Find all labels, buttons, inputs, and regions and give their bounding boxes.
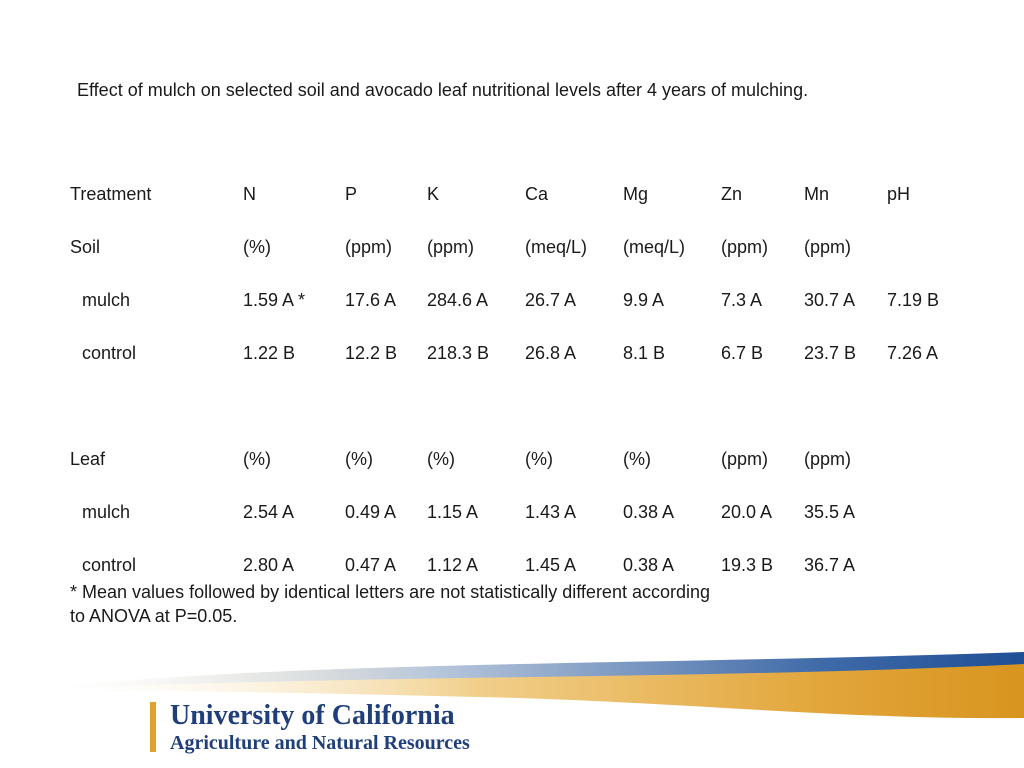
table-cell: 1.15 A [427,502,479,522]
table-cell: 2.80 A [243,555,295,575]
table-cell: (%) [427,449,455,469]
table-cell: 9.9 A [623,290,665,310]
table-cell: 26.7 A [525,290,577,310]
logo-accent-bar [150,702,156,752]
table-cell: (ppm) [804,449,852,469]
table-cell: 7.19 B [887,290,940,310]
table-cell: 1.43 A [525,502,577,522]
table-cell: (%) [525,449,553,469]
soil-control-row: control 1.22 B 12.2 B 218.3 B 26.8 A 8.1… [70,327,957,380]
table-cell: 0.38 A [623,502,675,522]
header-cell: Ca [525,184,549,204]
table-cell: mulch [82,502,131,522]
nutrient-table: Treatment N P K Ca Mg Zn Mn pH Soil (%) … [70,168,957,592]
header-cell: Mn [804,184,830,204]
footnote: * Mean values followed by identical lett… [70,582,711,626]
table-cell: 17.6 A [345,290,397,310]
table-cell: (meq/L) [525,237,588,257]
table-cell: 7.26 A [887,343,939,363]
table-cell: (ppm) [345,237,393,257]
table-cell: mulch [82,290,131,310]
header-cell: Mg [623,184,649,204]
header-cell: P [345,184,358,204]
table-cell: 2.54 A [243,502,295,522]
table-cell: (meq/L) [623,237,686,257]
table-cell: 7.3 A [721,290,763,310]
leaf-control-row: control 2.80 A 0.47 A 1.12 A 1.45 A 0.38… [70,539,957,592]
soil-mulch-row: mulch 1.59 A * 17.6 A 284.6 A 26.7 A 9.9… [70,274,957,327]
table-cell: control [82,555,137,575]
decorative-swoosh [30,652,1024,719]
table-cell [887,539,957,592]
table-cell: 0.49 A [345,502,397,522]
header-cell: Zn [721,184,743,204]
table-cell: 30.7 A [804,290,856,310]
header-cell: K [427,184,440,204]
table-cell: (ppm) [721,237,769,257]
table-cell: 0.47 A [345,555,397,575]
table-cell: (%) [243,237,271,257]
table-cell: 6.7 B [721,343,764,363]
table-cell: 0.38 A [623,555,675,575]
table-cell: control [82,343,137,363]
table-header-row: Treatment N P K Ca Mg Zn Mn pH [70,168,957,221]
spacer-cell [70,380,957,433]
table-cell: 12.2 B [345,343,398,363]
header-cell: Treatment [70,184,152,204]
table-cell: 1.59 A * [243,290,306,310]
table-cell [887,433,957,486]
leaf-units-row: Leaf (%) (%) (%) (%) (%) (ppm) (ppm) [70,433,957,486]
table-cell: (ppm) [427,237,475,257]
table-cell: Soil [70,237,101,257]
table-cell: 19.3 B [721,555,774,575]
table-cell [887,486,957,539]
logo-university-name: University of California [170,700,455,731]
table-cell: 284.6 A [427,290,489,310]
table-cell: 20.0 A [721,502,773,522]
table-cell: (%) [623,449,651,469]
table-cell: 36.7 A [804,555,856,575]
table-cell: 26.8 A [525,343,577,363]
table-cell: 23.7 B [804,343,857,363]
table-cell: 8.1 B [623,343,666,363]
table-cell: 218.3 B [427,343,490,363]
table-cell [887,221,957,274]
table-cell: 1.22 B [243,343,296,363]
header-cell: pH [887,184,911,204]
table-cell: 1.45 A [525,555,577,575]
table-cell: (%) [243,449,271,469]
logo-division-name: Agriculture and Natural Resources [170,732,470,754]
table-cell: (ppm) [721,449,769,469]
slide-title: Effect of mulch on selected soil and avo… [77,80,809,100]
leaf-mulch-row: mulch 2.54 A 0.49 A 1.15 A 1.43 A 0.38 A… [70,486,957,539]
header-cell: N [243,184,256,204]
soil-units-row: Soil (%) (ppm) (ppm) (meq/L) (meq/L) (pp… [70,221,957,274]
table-cell: Leaf [70,449,106,469]
table-cell: 35.5 A [804,502,856,522]
spacer-row [70,380,957,433]
table-cell: (ppm) [804,237,852,257]
table-cell: 1.12 A [427,555,479,575]
table-cell: (%) [345,449,373,469]
